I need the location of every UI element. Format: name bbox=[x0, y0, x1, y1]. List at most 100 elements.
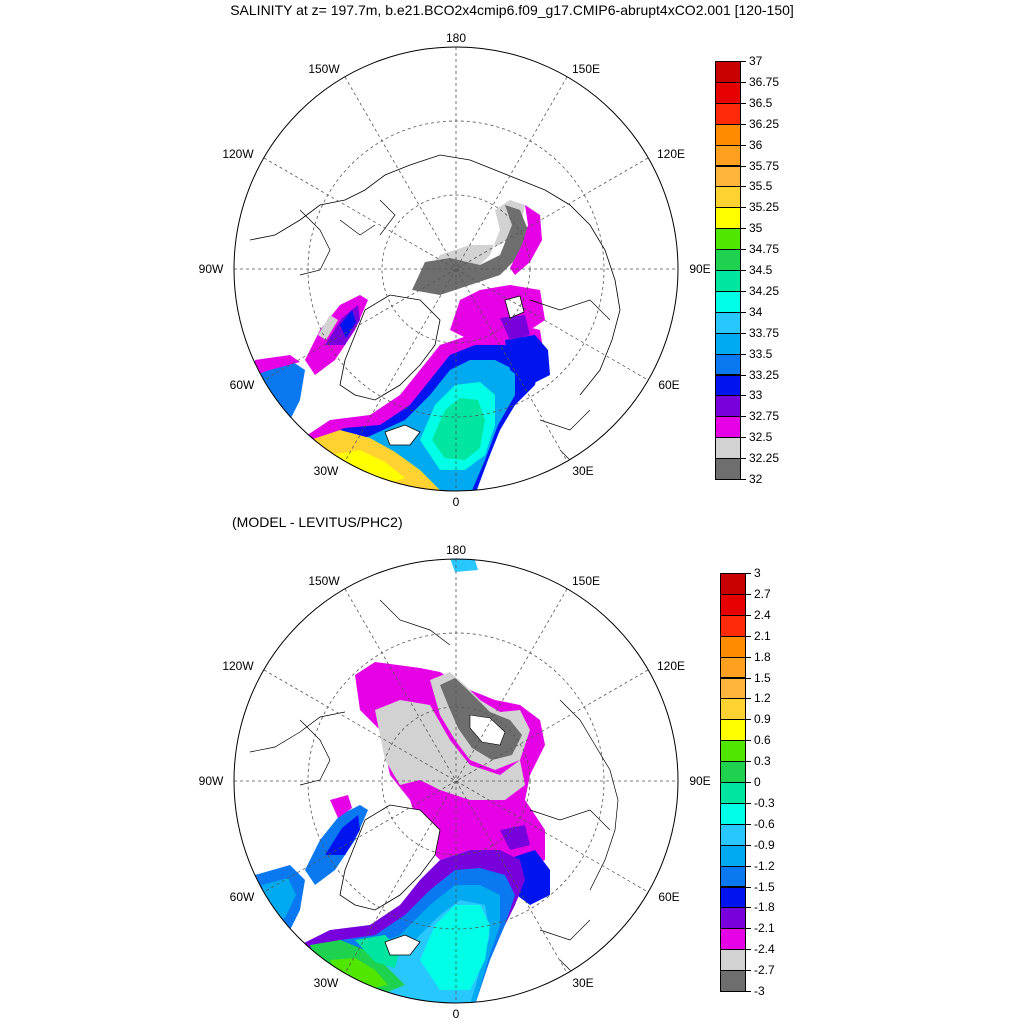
lon-label-90w: 90W bbox=[199, 262, 224, 276]
field-bot-barents-violet bbox=[500, 825, 530, 850]
field-barents-violet bbox=[500, 315, 530, 340]
colorbar-label: 1.8 bbox=[754, 649, 771, 664]
colorbar-label: -0.3 bbox=[754, 795, 775, 810]
colorbar-tick bbox=[741, 290, 746, 292]
colorbar-tick bbox=[746, 802, 751, 804]
colorbar-tick bbox=[741, 311, 746, 313]
colorbar-label: 36.75 bbox=[749, 74, 780, 89]
colorbar-swatch bbox=[715, 249, 741, 271]
field-gray-large bbox=[375, 700, 525, 800]
colorbar-swatch bbox=[720, 802, 746, 825]
colorbar-label: -2.4 bbox=[754, 942, 775, 957]
colorbar-swatch bbox=[715, 123, 741, 146]
lon-label-30e-b: 30E bbox=[572, 976, 593, 990]
colorbar-swatch bbox=[715, 61, 741, 83]
graticule-top bbox=[234, 47, 678, 491]
lon-label-0: 0 bbox=[453, 495, 460, 509]
field-bot-lime bbox=[330, 958, 388, 990]
colorbar-swatch bbox=[720, 907, 746, 930]
colorbar-swatch bbox=[715, 102, 741, 125]
colorbar-label: 34.75 bbox=[749, 242, 780, 257]
colorbar-tick bbox=[741, 270, 746, 271]
lon-label-90e: 90E bbox=[689, 262, 710, 276]
colorbar-label: -3 bbox=[754, 984, 765, 998]
lon-label-90w-b: 90W bbox=[199, 774, 224, 788]
field-svalbard bbox=[504, 295, 525, 319]
colorbar-tick bbox=[746, 907, 751, 909]
colorbar-label: 33.75 bbox=[749, 325, 780, 340]
colorbar-tick bbox=[741, 144, 746, 146]
colorbar-swatch bbox=[715, 144, 741, 167]
field-white-inner bbox=[469, 714, 506, 746]
colorbar-swatch bbox=[715, 311, 741, 334]
field-siberian-purple bbox=[510, 205, 542, 275]
colorbar-swatch bbox=[715, 270, 741, 292]
colorbar-tick bbox=[741, 249, 746, 251]
colorbar-label: 34 bbox=[749, 304, 763, 319]
colorbar-swatch bbox=[720, 928, 746, 951]
field-bot-bering bbox=[450, 559, 478, 572]
lon-label-150e-b: 150E bbox=[572, 574, 600, 588]
colorbar-swatch bbox=[720, 823, 746, 846]
colorbar-swatch bbox=[715, 353, 741, 376]
colorbar-tick bbox=[746, 928, 751, 930]
colorbar-tick bbox=[746, 698, 751, 700]
colorbar-label: 0.3 bbox=[754, 754, 771, 769]
colorbar-tick bbox=[741, 416, 746, 418]
colorbar-swatch bbox=[715, 416, 741, 439]
colorbar-tick bbox=[741, 479, 746, 480]
lon-label-150w: 150W bbox=[308, 62, 340, 76]
colorbar-label: 2.4 bbox=[754, 607, 771, 622]
colorbar-swatch bbox=[715, 207, 741, 230]
lon-label-60e-b: 60E bbox=[658, 890, 679, 904]
colorbar-label: 32 bbox=[749, 472, 763, 486]
colorbar-swatch bbox=[720, 635, 746, 658]
field-basin-darkgray bbox=[412, 205, 528, 295]
colorbar-tick bbox=[746, 761, 751, 763]
colorbar-swatch bbox=[720, 593, 746, 616]
colorbar-tick bbox=[746, 886, 751, 888]
colorbar-label: 36 bbox=[749, 137, 763, 152]
lon-label-60w-b: 60W bbox=[230, 890, 255, 904]
colorbar-label: 0 bbox=[754, 775, 761, 789]
colorbar-label: 1.5 bbox=[754, 670, 771, 685]
colorbar-label: 2.7 bbox=[754, 586, 771, 601]
plot-title: SALINITY at z= 197.7m, b.e21.BCO2x4cmip6… bbox=[230, 2, 794, 18]
colorbar-swatch bbox=[715, 81, 741, 104]
colorbar-label: 35.75 bbox=[749, 158, 780, 173]
lon-label-120w-b: 120W bbox=[222, 659, 254, 673]
coastline-islands bbox=[299, 199, 611, 471]
colorbar-swatch bbox=[720, 614, 746, 637]
colorbar-swatch bbox=[720, 949, 746, 972]
colorbar-label: -0.9 bbox=[754, 837, 775, 852]
colorbar-label: -2.1 bbox=[754, 921, 775, 936]
lon-label-150e: 150E bbox=[572, 62, 600, 76]
field-bot-baffin-dark bbox=[325, 815, 360, 855]
colorbar-swatch bbox=[720, 698, 746, 721]
colorbar-label: 37 bbox=[749, 54, 763, 68]
colorbar-swatch bbox=[715, 186, 741, 209]
lon-label-120e: 120E bbox=[657, 147, 685, 161]
colorbar-tick bbox=[741, 228, 746, 230]
colorbar-swatch bbox=[720, 656, 746, 679]
colorbar-label: 34.5 bbox=[749, 263, 773, 277]
colorbar-tick bbox=[741, 207, 746, 209]
colorbar-label: 33 bbox=[749, 388, 763, 403]
colorbar-label: 36.5 bbox=[749, 95, 773, 110]
lon-label-150w-b: 150W bbox=[308, 574, 340, 588]
colorbar-tick bbox=[746, 573, 751, 574]
colorbar-tick bbox=[741, 332, 746, 334]
field-aqua bbox=[432, 398, 485, 460]
colorbar-label: 3 bbox=[754, 566, 761, 580]
colorbar-label: -1.5 bbox=[754, 879, 775, 894]
lon-label-30w: 30W bbox=[314, 464, 339, 478]
field-bot-land-iceland bbox=[384, 934, 421, 956]
colorbar-swatch bbox=[715, 228, 741, 251]
colorbar-salinity: 37 36.75 36.5 36.25 36 35.75 35.5 35.25 35 34.75 3… bbox=[715, 55, 825, 485]
colorbar-label: 0.9 bbox=[754, 712, 771, 727]
colorbar-swatch bbox=[720, 886, 746, 909]
colorbar-swatch bbox=[715, 165, 741, 188]
colorbar-tick bbox=[741, 81, 746, 83]
colorbar-tick bbox=[741, 102, 746, 104]
colorbar-tick bbox=[746, 970, 751, 972]
